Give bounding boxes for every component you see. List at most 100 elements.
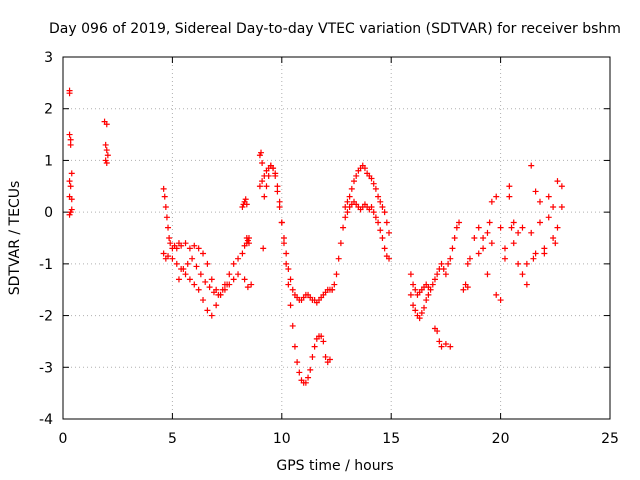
data-point (169, 255, 176, 262)
data-point (160, 250, 167, 257)
data-point (528, 162, 535, 169)
y-tick-label: -1 (39, 257, 53, 273)
y-tick-label: -3 (39, 360, 53, 376)
data-point (191, 242, 198, 249)
data-point (66, 131, 73, 138)
data-point (438, 260, 445, 267)
data-point (305, 374, 312, 381)
data-point (545, 193, 552, 200)
data-point (200, 297, 207, 304)
data-point (493, 193, 500, 200)
data-point (191, 281, 198, 288)
data-point (272, 170, 279, 177)
data-point (536, 198, 543, 205)
data-point (265, 172, 272, 179)
data-point (204, 307, 211, 314)
data-point (434, 328, 441, 335)
data-point (493, 291, 500, 298)
data-point (412, 286, 419, 293)
data-point (103, 160, 110, 167)
data-point (285, 281, 292, 288)
data-point (302, 379, 309, 386)
data-point (484, 271, 491, 278)
data-point (460, 286, 467, 293)
data-point (309, 353, 316, 360)
data-point (200, 250, 207, 257)
data-point (202, 278, 209, 285)
data-point (379, 235, 386, 241)
data-point (519, 271, 526, 278)
y-tick-label: -2 (39, 309, 53, 325)
data-point (259, 178, 266, 185)
data-point (421, 304, 428, 311)
data-point (532, 250, 539, 257)
x-tick-label: 5 (168, 431, 177, 447)
data-point (239, 250, 246, 257)
data-point (554, 178, 561, 185)
data-point (68, 206, 75, 213)
data-point (449, 245, 456, 252)
data-point (370, 180, 377, 187)
data-point (322, 353, 329, 360)
data-point (195, 286, 202, 293)
data-point (184, 260, 191, 267)
data-point (410, 281, 417, 288)
data-point (103, 147, 110, 154)
data-point (447, 255, 454, 262)
data-point (506, 183, 513, 190)
data-point (165, 224, 172, 231)
data-point (235, 271, 242, 278)
data-point (175, 276, 182, 283)
data-point (488, 240, 495, 247)
data-point (263, 183, 270, 190)
data-point (429, 281, 436, 288)
data-point (326, 356, 333, 363)
data-point (386, 229, 393, 236)
data-point (447, 343, 454, 350)
data-point (434, 271, 441, 278)
data-point (442, 341, 449, 348)
data-point (436, 338, 443, 345)
data-point (497, 224, 504, 231)
data-point (195, 245, 202, 252)
data-point (552, 240, 559, 247)
data-point (189, 255, 196, 262)
data-point (162, 203, 169, 210)
y-tick-label: -4 (39, 412, 53, 428)
data-point (340, 224, 347, 231)
data-point (488, 198, 495, 205)
data-point (274, 188, 281, 195)
data-point (66, 178, 73, 185)
data-points (66, 87, 565, 386)
data-point (163, 214, 170, 221)
data-point (104, 152, 111, 159)
x-tick-label: 0 (59, 431, 68, 447)
data-point (320, 338, 327, 345)
data-point (283, 260, 290, 267)
data-point (210, 289, 217, 296)
data-point (471, 235, 478, 241)
data-point (67, 183, 74, 190)
data-point (475, 224, 482, 231)
data-point (412, 307, 419, 314)
data-point (438, 343, 445, 350)
data-point (256, 183, 263, 190)
data-point (294, 359, 301, 366)
data-point (337, 240, 344, 247)
data-point (361, 165, 368, 172)
data-point (475, 250, 482, 257)
data-point (506, 193, 513, 200)
data-point (431, 276, 438, 283)
y-tick-label: 0 (44, 205, 53, 221)
data-point (425, 291, 432, 298)
data-point (66, 211, 73, 218)
data-point (515, 229, 522, 236)
data-point (274, 183, 281, 190)
data-point (287, 302, 294, 309)
data-point (464, 284, 471, 291)
data-point (550, 203, 557, 210)
data-point (497, 297, 504, 304)
data-point (427, 286, 434, 293)
data-point (230, 260, 237, 267)
data-point (278, 219, 285, 226)
